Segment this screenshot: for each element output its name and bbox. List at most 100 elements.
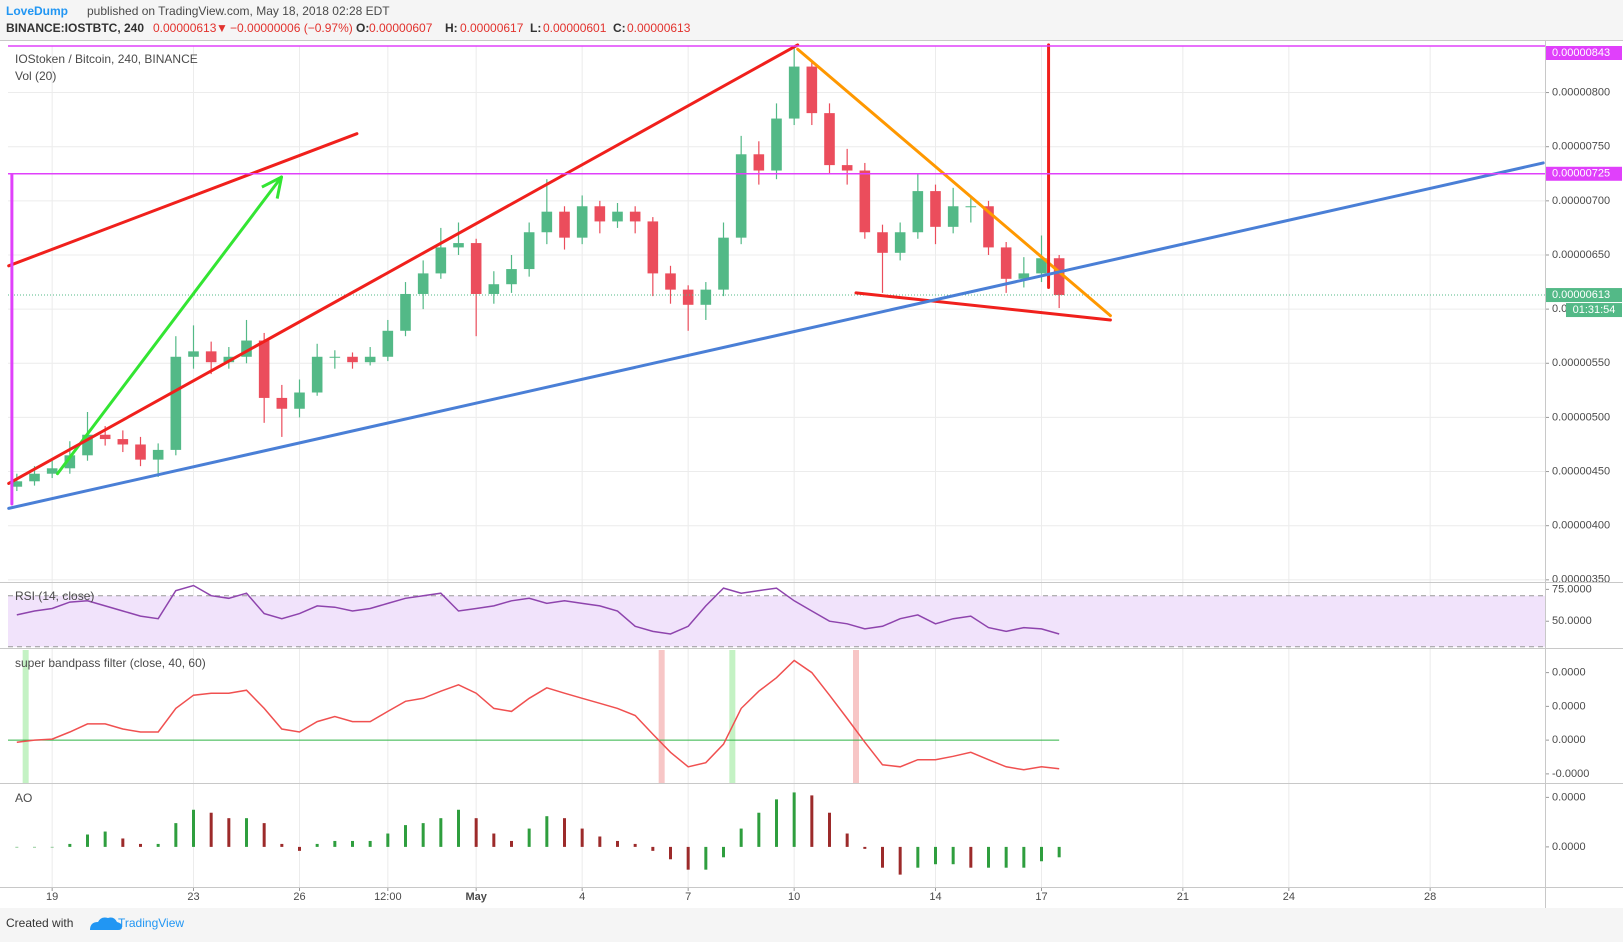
ao-bar: [881, 846, 884, 868]
ao-bar: [739, 828, 743, 847]
published: published on TradingView.com, May 18, 20…: [87, 4, 390, 18]
ao-bar: [651, 846, 655, 851]
ao-bar: [404, 825, 407, 847]
y-tick-label: 0.0000: [1552, 841, 1586, 853]
candle-body: [170, 356, 182, 450]
candle-body: [753, 154, 765, 171]
plot-area: 19 23 26 12:00 May 4 7 10 14 17 21 24 28 0.00000800 0.…: [0, 40, 1623, 908]
y-tick-label: 0.00000700: [1552, 195, 1610, 207]
ao-bar: [1040, 846, 1043, 862]
candle-body: [294, 392, 305, 409]
ao-bar: [474, 818, 478, 847]
x-tick-label: 14: [929, 891, 941, 903]
ao-bar: [545, 816, 549, 847]
candle-body: [1036, 258, 1047, 274]
cross-highlight: [853, 650, 859, 783]
ao-bar: [280, 843, 284, 847]
candle-body: [718, 237, 729, 290]
ao-bar: [863, 846, 867, 849]
candle-body: [930, 191, 941, 227]
price: 0.00000613: [153, 21, 217, 35]
ao-bar: [33, 846, 36, 848]
pane-title: IOStoken / Bitcoin, 240, BINANCE: [15, 52, 198, 66]
ao-bar: [103, 831, 107, 847]
ao-bar: [121, 838, 125, 847]
candle-body: [117, 439, 129, 445]
change-arrow: ▼: [216, 21, 228, 35]
candle-body: [382, 330, 394, 357]
ao-bar: [192, 809, 195, 847]
low-value: 0.00000601: [543, 21, 607, 35]
ao-bar: [86, 834, 89, 847]
y-tick-label: 0.0000: [1552, 734, 1586, 746]
brand[interactable]: TradingView: [118, 916, 184, 930]
y-tick-label: 0.0000: [1552, 700, 1586, 712]
ao-bar: [775, 799, 778, 847]
candle-body: [1000, 247, 1012, 279]
price-badge: [1546, 46, 1622, 60]
open-label: O:: [356, 21, 369, 35]
y-tick-label: 0.00000650: [1552, 249, 1610, 261]
ao-bar: [50, 846, 54, 848]
ao-bar: [1057, 846, 1061, 858]
candle-body: [594, 206, 606, 222]
candle-body: [559, 211, 570, 238]
ao-bar: [298, 846, 301, 851]
y-tick-label: 50.0000: [1552, 615, 1592, 627]
trend-line: [55, 175, 283, 476]
candle-body: [700, 289, 712, 305]
x-tick-label: 24: [1283, 891, 1295, 903]
candle-body: [665, 273, 676, 290]
candle-body: [135, 444, 146, 460]
candle-body: [1053, 258, 1065, 296]
ao-bar: [845, 833, 849, 847]
ao-bar: [757, 812, 761, 847]
candle-body: [276, 397, 288, 409]
ao-bar: [351, 840, 354, 847]
ao-bar: [15, 846, 19, 848]
ao-bar: [386, 833, 390, 847]
candle-body: [82, 434, 93, 456]
author[interactable]: LoveDump: [6, 4, 68, 18]
pane-title: RSI (14, close): [15, 589, 94, 603]
indicator-line: [16, 659, 1060, 771]
candle-body: [329, 356, 341, 358]
candle-body: [64, 455, 76, 469]
candle-body: [771, 118, 782, 171]
y-tick-label: 0.00000500: [1552, 411, 1610, 423]
y-tick-label: 0.00000750: [1552, 141, 1610, 153]
candle-body: [947, 206, 959, 227]
x-tick-label: 17: [1035, 891, 1047, 903]
ao-bar: [245, 818, 248, 847]
ao-bar: [828, 812, 831, 847]
ao-bar: [704, 846, 708, 870]
ao-bar: [722, 846, 725, 858]
ao-bar: [1022, 846, 1026, 868]
ao-bar: [633, 843, 637, 847]
ao-bar: [898, 846, 902, 875]
ao-bar: [315, 843, 319, 847]
candle-body: [965, 206, 977, 208]
ao-bar: [510, 840, 513, 847]
x-tick-label: 12:00: [374, 891, 402, 903]
candle-body: [841, 165, 853, 171]
tradingview-logo[interactable]: [90, 917, 122, 931]
candle-body: [29, 473, 40, 482]
ao-bar: [934, 846, 937, 865]
candle-body: [241, 340, 252, 357]
candle-body: [647, 221, 659, 274]
close-label: C:: [613, 21, 626, 35]
candle-body: [152, 449, 164, 460]
ao-bar: [563, 818, 566, 847]
ao-bar: [669, 846, 672, 860]
candle-body: [99, 434, 111, 440]
created-with: Created with: [6, 916, 73, 930]
ao-bar: [368, 840, 372, 847]
ao-bar: [969, 846, 973, 868]
ao-bar: [457, 809, 460, 847]
candle-body: [735, 154, 747, 238]
y-tick-label: 0.0000: [1552, 791, 1586, 803]
candle-body: [11, 481, 23, 487]
